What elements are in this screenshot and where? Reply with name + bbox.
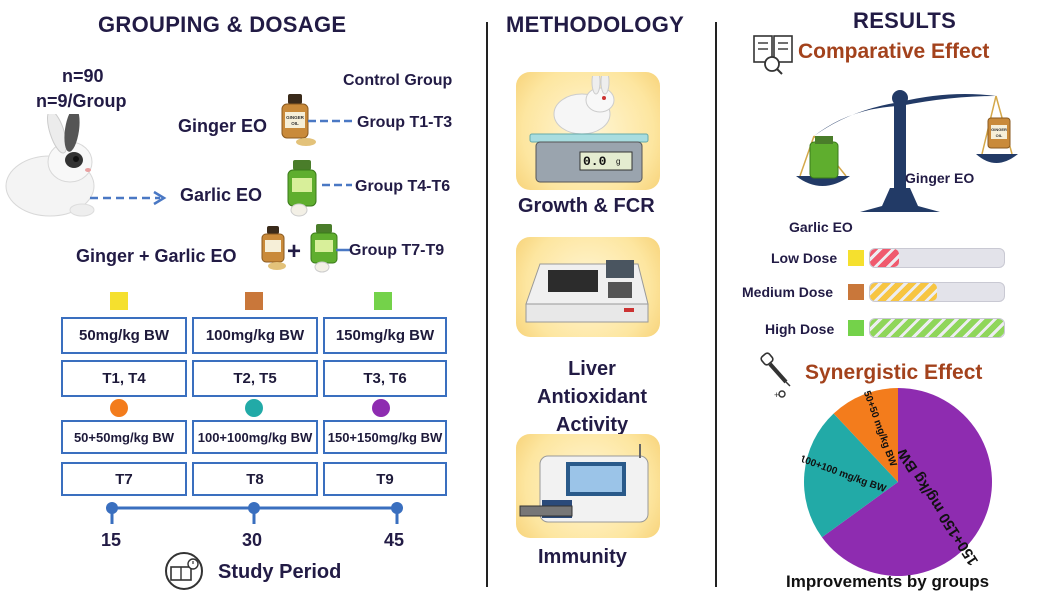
methodology-title: METHODOLOGY <box>506 12 685 37</box>
weighing-scale-rabbit-icon <box>529 76 649 183</box>
high-dose-bar-fill <box>870 319 1004 337</box>
medium-combo-color-dot <box>245 399 263 417</box>
group-box-t2-t5: T2, T5 <box>192 360 318 397</box>
garlic-oil-small-icon <box>310 224 338 273</box>
high-combo-color-dot <box>372 399 390 417</box>
low-dose-bar <box>869 248 1005 268</box>
low-dose-color-square <box>110 292 128 310</box>
ginger-connector <box>308 119 352 123</box>
medium-dose-bar <box>869 282 1005 302</box>
immunity-label: Immunity <box>538 546 627 568</box>
synergistic-effect-title: Synergistic Effect <box>805 361 983 384</box>
ginger-oil-small-icon <box>261 226 286 270</box>
group-t1-t3: Group T1-T3 <box>357 114 453 131</box>
ginger-eo-result-label: Ginger EO <box>905 170 975 186</box>
rabbit-arrow <box>90 190 167 206</box>
svg-text:GINGER: GINGER <box>286 115 305 120</box>
group-box-t3-t6: T3, T6 <box>323 360 447 397</box>
pie-slice-2 <box>833 388 898 482</box>
svg-text:OIL: OIL <box>291 121 299 126</box>
garlic-eo-result-label: Garlic EO <box>789 219 853 235</box>
medium-dose-color-square <box>245 292 263 310</box>
high-dose-label: High Dose <box>765 321 835 337</box>
n-per-group: n=9/Group <box>36 91 127 111</box>
combo-connector <box>336 248 350 252</box>
rabbit-icon <box>5 114 95 217</box>
elisa-reader-icon <box>519 444 649 523</box>
combo-dose-box-150: 150+150mg/kg BW <box>323 420 447 454</box>
timeline <box>106 502 403 524</box>
scale-readout: 0.0 <box>583 154 607 169</box>
n-total: n=90 <box>62 66 104 86</box>
group-box-t9: T9 <box>323 462 447 496</box>
svg-text:GINGER: GINGER <box>991 127 1007 132</box>
svg-text:+: + <box>774 390 779 400</box>
pie-caption: Improvements by groups <box>786 572 990 591</box>
timeline-day-45: 45 <box>384 530 405 550</box>
combo-dose-box-50: 50+50mg/kg BW <box>61 420 187 454</box>
dose-box-150: 150mg/kg BW <box>323 317 447 354</box>
study-book-clock-icon <box>165 552 203 590</box>
low-dose-swatch <box>848 250 864 266</box>
group-t7-t9: Group T7-T9 <box>349 242 445 259</box>
medium-dose-swatch <box>848 284 864 300</box>
grouping-title: GROUPING & DOSAGE <box>98 12 347 37</box>
garlic-connector <box>322 183 352 187</box>
liver-antioxidant-label: Liver Antioxidant Activity <box>537 358 647 436</box>
ginger-eo-label: Ginger EO <box>178 116 268 136</box>
low-dose-bar-fill <box>870 249 900 267</box>
combo-dose-box-100: 100+100mg/kg BW <box>192 420 318 454</box>
low-combo-color-dot <box>110 399 128 417</box>
balance-scale-icon: GINGER OIL <box>796 90 1018 212</box>
high-dose-color-square <box>374 292 392 310</box>
medium-dose-label: Medium Dose <box>742 284 834 300</box>
garlic-oil-bottle-icon <box>287 160 317 217</box>
dropper-icon: + <box>760 352 791 400</box>
divider-left <box>486 22 488 587</box>
divider-right <box>715 22 717 587</box>
low-dose-label: Low Dose <box>771 250 838 266</box>
medium-dose-bar-fill <box>870 283 937 301</box>
dose-box-50: 50mg/kg BW <box>61 317 187 354</box>
group-box-t7: T7 <box>61 462 187 496</box>
growth-fcr-label: Growth & FCR <box>518 195 655 217</box>
scale-unit: g <box>616 157 621 166</box>
garlic-eo-label: Garlic EO <box>180 185 263 205</box>
timeline-day-15: 15 <box>101 530 122 550</box>
control-group-label: Control Group <box>343 72 453 89</box>
checklist-search-icon <box>753 35 793 75</box>
pie-slice-0 <box>821 388 992 576</box>
high-dose-bar <box>869 318 1005 338</box>
ginger-oil-bottle-icon: GINGER OIL <box>281 94 316 146</box>
group-box-t8: T8 <box>192 462 318 496</box>
high-dose-swatch <box>848 320 864 336</box>
group-t4-t6: Group T4-T6 <box>355 178 451 195</box>
pie-slice-1 <box>804 413 898 538</box>
ginger-garlic-label: Ginger + Garlic EO <box>76 246 237 266</box>
group-box-t1-t4: T1, T4 <box>61 360 187 397</box>
timeline-day-30: 30 <box>242 530 263 550</box>
comparative-effect-title: Comparative Effect <box>798 40 990 63</box>
dose-box-100: 100mg/kg BW <box>192 317 318 354</box>
plus-sign: + <box>287 238 302 265</box>
results-title: RESULTS <box>853 8 957 33</box>
study-period-label: Study Period <box>218 561 342 583</box>
spectrophotometer-icon <box>525 260 649 323</box>
svg-text:OIL: OIL <box>996 133 1003 138</box>
